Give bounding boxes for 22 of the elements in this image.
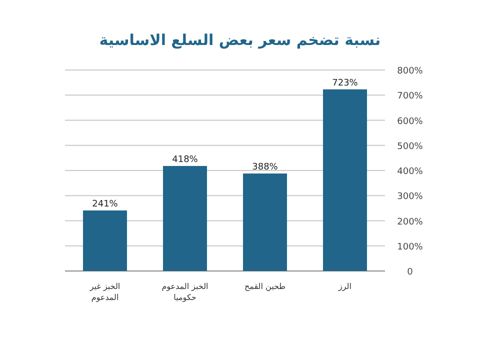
x-tick-label: الخبز المدعوم حكوميا: [162, 282, 208, 302]
data-label: 723%: [332, 78, 358, 88]
x-tick-label: الخبز غير المدعوم: [88, 282, 120, 302]
y-tick-label: 0: [407, 268, 414, 278]
y-tick-label: 600%: [397, 116, 424, 127]
bar: [163, 166, 207, 271]
y-tick-label: 100%: [397, 242, 424, 252]
y-tick-label: 300%: [397, 192, 424, 202]
bar: [83, 210, 127, 271]
data-label: 418%: [172, 154, 198, 165]
bar: [323, 89, 367, 271]
y-tick-label: 400%: [397, 167, 424, 177]
y-tick-label: 700%: [397, 92, 424, 102]
bar: [243, 174, 287, 271]
y-tick-label: 500%: [397, 142, 424, 152]
x-tick-label: طحين القمح: [244, 282, 286, 291]
chart-title: نسبة تضخم سعر بعض السلع الاساسية: [99, 31, 381, 49]
x-tick-label: الرز: [338, 282, 352, 291]
data-label: 241%: [92, 199, 118, 210]
y-tick-label: 200%: [397, 217, 424, 228]
y-tick-label: 800%: [397, 66, 424, 76]
data-label: 388%: [252, 162, 278, 173]
